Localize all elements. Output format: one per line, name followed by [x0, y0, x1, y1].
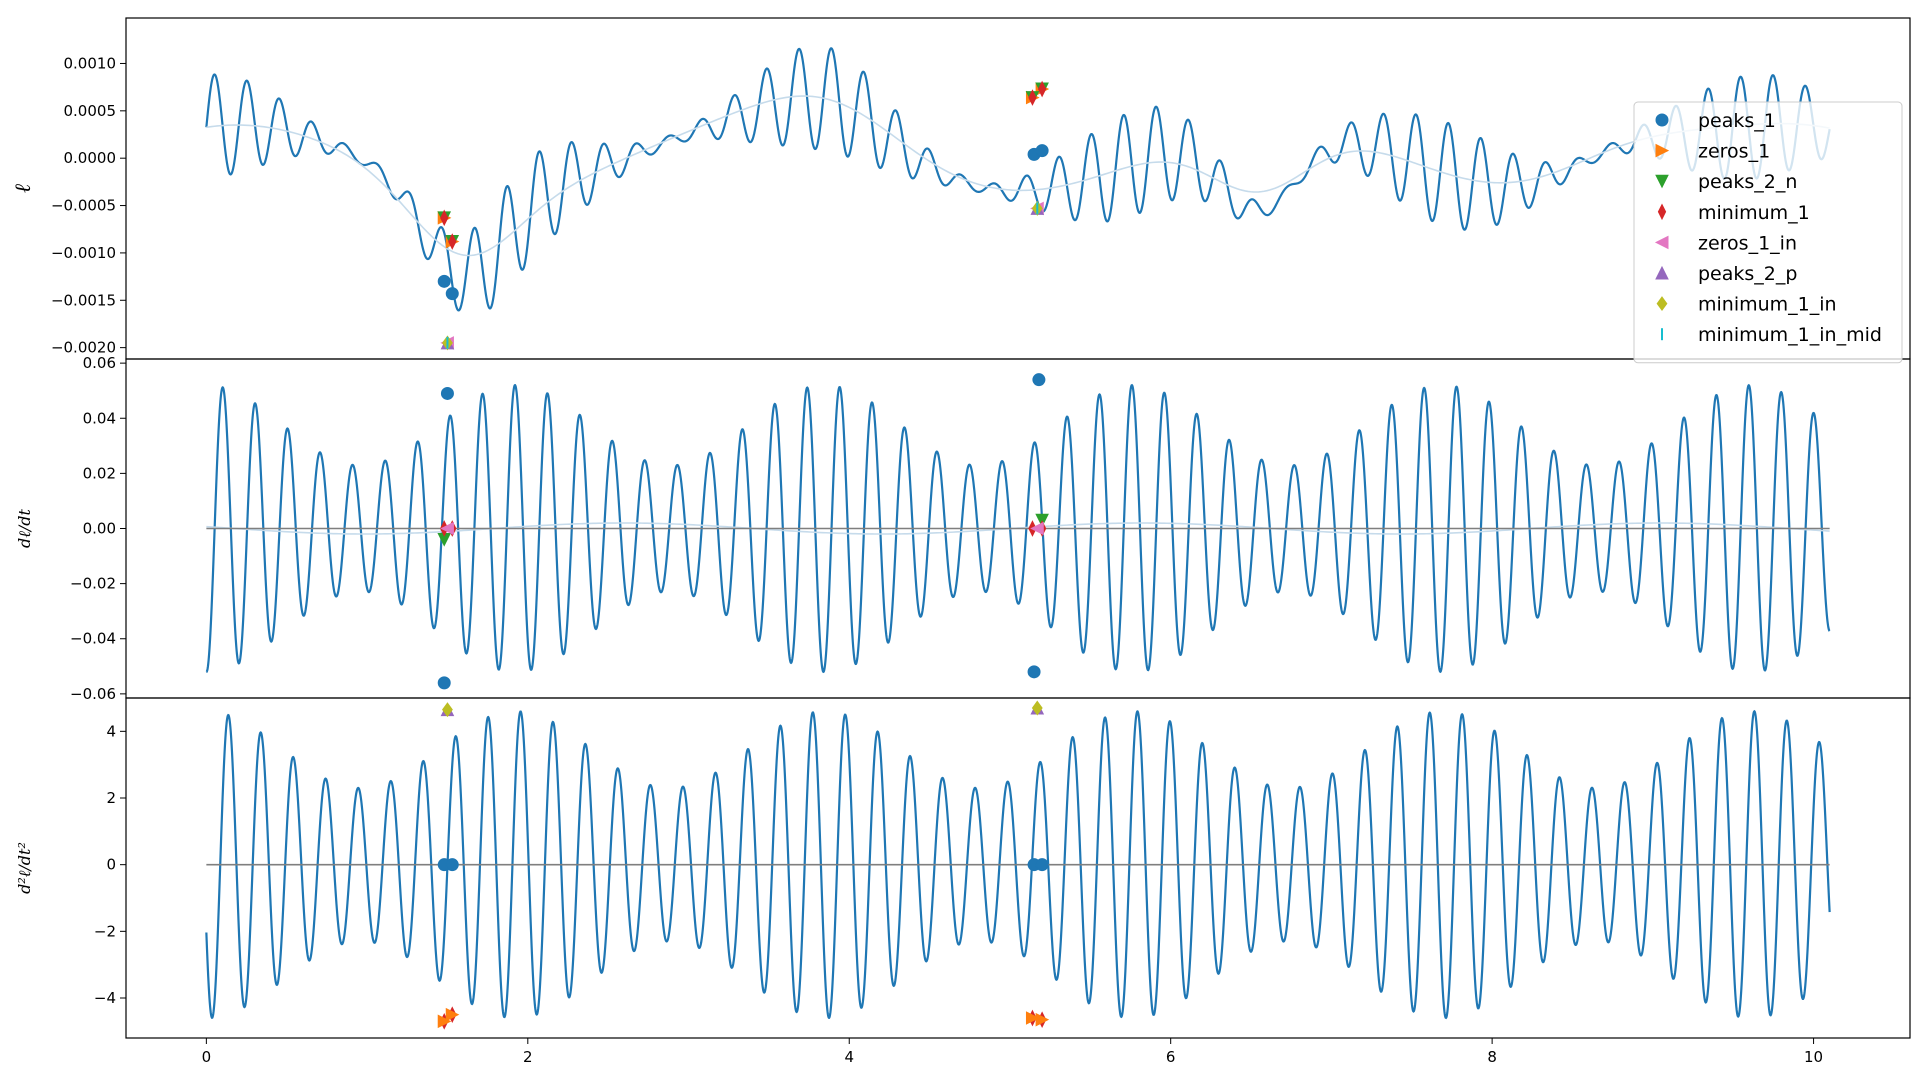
legend-label: peaks_1 — [1698, 110, 1776, 132]
legend-label: minimum_1_in_mid — [1698, 324, 1882, 346]
marker-peaks_1 — [445, 287, 459, 301]
marker-peaks_1 — [445, 858, 459, 872]
x-tick-label: 8 — [1487, 1048, 1497, 1066]
y-tick-label: 2 — [106, 789, 116, 807]
marker-minimum_1 — [440, 209, 449, 227]
legend-marker-peaks_2_n — [1655, 174, 1669, 189]
y-tick-label: −0.04 — [70, 630, 116, 648]
series-line — [205, 47, 1831, 312]
y-tick-label: −0.02 — [70, 575, 116, 593]
y-axis-label: dℓ/dt — [15, 508, 34, 548]
x-tick-label: 6 — [1166, 1048, 1176, 1066]
legend-label: minimum_1_in — [1698, 294, 1837, 316]
y-tick-label: 0.02 — [83, 464, 116, 482]
legend-label: peaks_2_n — [1698, 171, 1797, 193]
panel-1: 0.0010 0.0005 0.0000 −0.0005 −0.0010 −0.0015 −… — [11, 17, 1911, 360]
x-tick-label: 0 — [202, 1048, 212, 1066]
legend-label: peaks_2_p — [1698, 263, 1797, 285]
x-tick-label: 10 — [1804, 1048, 1823, 1066]
y-tick-label: 0.00 — [83, 520, 116, 538]
legend-entry: peaks_2_n — [1655, 171, 1797, 193]
y-tick-label: 0.0005 — [64, 102, 117, 120]
axes-frame — [125, 697, 1911, 1039]
marker-zeros_1 — [445, 1007, 460, 1022]
y-tick-label: −0.06 — [70, 685, 116, 703]
legend-marker-peaks_1 — [1655, 113, 1669, 127]
y-tick-label: −2 — [94, 922, 116, 940]
marker-zeros_1 — [1035, 1012, 1050, 1027]
y-tick-label: 0.06 — [83, 354, 116, 372]
panel-3: 4 2 0 −2 −4 0 2 4 6 8 10 d²ℓ/dt² — [15, 697, 1911, 1066]
legend-label: zeros_1 — [1698, 141, 1770, 163]
trend-line — [206, 95, 1830, 257]
marker-minimum_1 — [1037, 80, 1047, 98]
legend: peaks_1 zeros_1 peaks_2_n minimum_1 zeros_1_… — [1633, 101, 1903, 364]
series-line — [205, 709, 1831, 1020]
plot-area — [205, 373, 1831, 690]
legend-label: minimum_1 — [1698, 202, 1810, 224]
x-tick-label: 2 — [523, 1048, 533, 1066]
y-tick-label: 4 — [106, 722, 116, 740]
legend-marker-peaks_2_p — [1655, 265, 1669, 280]
legend-entry: zeros_1_in — [1654, 232, 1797, 254]
panel-2: 0.06 0.04 0.02 0.00 −0.02 −0.04 −0.06 dℓ/dt — [15, 354, 1911, 703]
x-tick-label: 4 — [844, 1048, 854, 1066]
marker-peaks_1 — [1027, 665, 1041, 679]
plot-area — [205, 47, 1831, 351]
legend-entry: minimum_1_in_mid — [1661, 324, 1882, 346]
legend-entry: zeros_1 — [1655, 141, 1770, 163]
legend-marker-zeros_1 — [1655, 143, 1670, 158]
y-axis-label: d²ℓ/dt² — [15, 842, 34, 894]
marker-peaks_1 — [440, 386, 454, 400]
legend-marker-minimum_1 — [1657, 203, 1667, 221]
marker-peaks_1 — [437, 274, 451, 288]
marker-minimum_1_in — [1031, 700, 1043, 716]
marker-peaks_1 — [437, 676, 451, 690]
legend-label: zeros_1_in — [1698, 232, 1797, 254]
marker-minimum_1_in — [442, 702, 453, 718]
legend-entry: peaks_1 — [1655, 110, 1776, 132]
legend-entry: minimum_1 — [1657, 202, 1810, 224]
y-axis-label: ℓ — [11, 183, 36, 193]
marker-peaks_1 — [1032, 373, 1046, 387]
legend-marker-minimum_1_in — [1656, 296, 1668, 312]
y-tick-label: 0.0000 — [64, 149, 117, 167]
series-line — [205, 383, 1831, 674]
marker-minimum_1 — [448, 233, 457, 250]
legend-marker-zeros_1_in — [1654, 235, 1669, 250]
marker-minimum_1 — [1028, 89, 1037, 106]
y-tick-label: 0.04 — [83, 409, 116, 427]
y-tick-label: 0.0010 — [64, 54, 117, 72]
marker-zeros_1 — [1025, 1011, 1040, 1025]
y-tick-label: −0.0010 — [51, 244, 116, 262]
y-tick-label: −0.0020 — [51, 339, 116, 357]
y-tick-label: −4 — [94, 989, 116, 1007]
legend-entry: peaks_2_p — [1655, 263, 1797, 285]
y-tick-label: −0.0015 — [51, 291, 116, 309]
marker-peaks_1 — [1035, 858, 1049, 872]
panels: 0.00100.00050.0000−0.0005−0.0010−0.0015−… — [11, 17, 1911, 1066]
marker-zeros_1 — [437, 1014, 452, 1029]
marker-zeros_1_in — [440, 521, 454, 536]
plot-area — [205, 700, 1831, 1030]
legend-box — [1633, 101, 1903, 364]
y-tick-label: 0 — [106, 856, 116, 874]
legend-entry: minimum_1_in — [1656, 294, 1837, 316]
y-tick-label: −0.0005 — [51, 197, 116, 215]
marker-zeros_1_in — [1030, 521, 1044, 536]
marker-peaks_1 — [1035, 144, 1049, 158]
